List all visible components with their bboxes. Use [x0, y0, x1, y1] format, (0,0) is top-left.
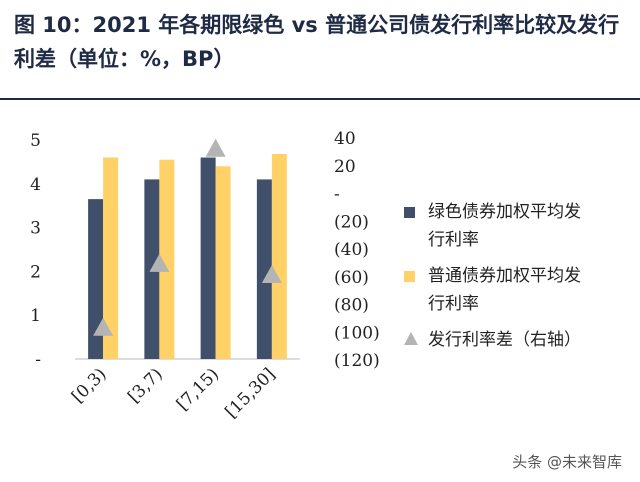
x-tick-label: [0,3)	[68, 364, 111, 407]
right-tick-label: (120)	[334, 351, 380, 371]
x-tick-label: [15,30]	[221, 364, 279, 422]
legend-label-green: 绿色债券加权平均发行利率	[428, 202, 581, 250]
bar-normal-bond	[271, 154, 287, 359]
x-tick-label: [7,15)	[173, 364, 223, 414]
left-tick-label: 1	[30, 306, 41, 326]
left-tick-label: 4	[30, 175, 41, 195]
legend-item-green: 绿色债券加权平均发行利率	[404, 198, 594, 254]
spread-triangle-marker	[149, 253, 170, 272]
right-tick-label: -	[334, 185, 340, 205]
bar-green-bond	[256, 179, 272, 359]
legend-item-normal: 普通债券加权平均发行利率	[404, 262, 594, 318]
legend-item-spread: 发行利率差（右轴）	[404, 326, 594, 354]
right-tick-label: 20	[334, 157, 356, 177]
right-tick-label: (20)	[334, 212, 369, 232]
spread-triangle-marker	[205, 138, 226, 157]
legend-swatch-green	[404, 207, 415, 218]
right-tick-label: (60)	[334, 268, 369, 288]
chart-legend: 绿色债券加权平均发行利率 普通债券加权平均发行利率 发行利率差（右轴）	[404, 198, 594, 362]
x-tick-label: [3,7)	[124, 364, 167, 407]
left-tick-label: 3	[30, 219, 41, 239]
figure-title: 图 10：2021 年各期限绿色 vs 普通公司债发行利率比较及发行利差（单位：…	[14, 13, 620, 71]
legend-swatch-normal	[404, 271, 415, 282]
left-tick-label: 2	[30, 262, 41, 282]
bar-normal-bond	[215, 166, 231, 359]
legend-label-normal: 普通债券加权平均发行利率	[428, 266, 581, 314]
bar-green-bond	[200, 157, 216, 359]
right-tick-label: (80)	[334, 296, 369, 316]
left-tick-label: -	[35, 350, 41, 370]
bar-normal-bond	[103, 157, 119, 359]
legend-label-spread: 发行利率差（右轴）	[428, 330, 581, 350]
title-divider	[0, 98, 640, 100]
bar-green-bond	[88, 199, 104, 359]
right-tick-label: (100)	[334, 323, 380, 343]
legend-triangle-icon	[404, 332, 418, 345]
watermark: 头条 @未来智库	[512, 453, 622, 471]
spread-triangle-marker	[93, 317, 114, 336]
right-tick-label: (40)	[334, 240, 369, 260]
right-tick-label: 40	[334, 129, 356, 149]
left-tick-label: 5	[30, 131, 41, 151]
spread-triangle-marker	[261, 264, 282, 283]
bar-normal-bond	[159, 159, 175, 359]
